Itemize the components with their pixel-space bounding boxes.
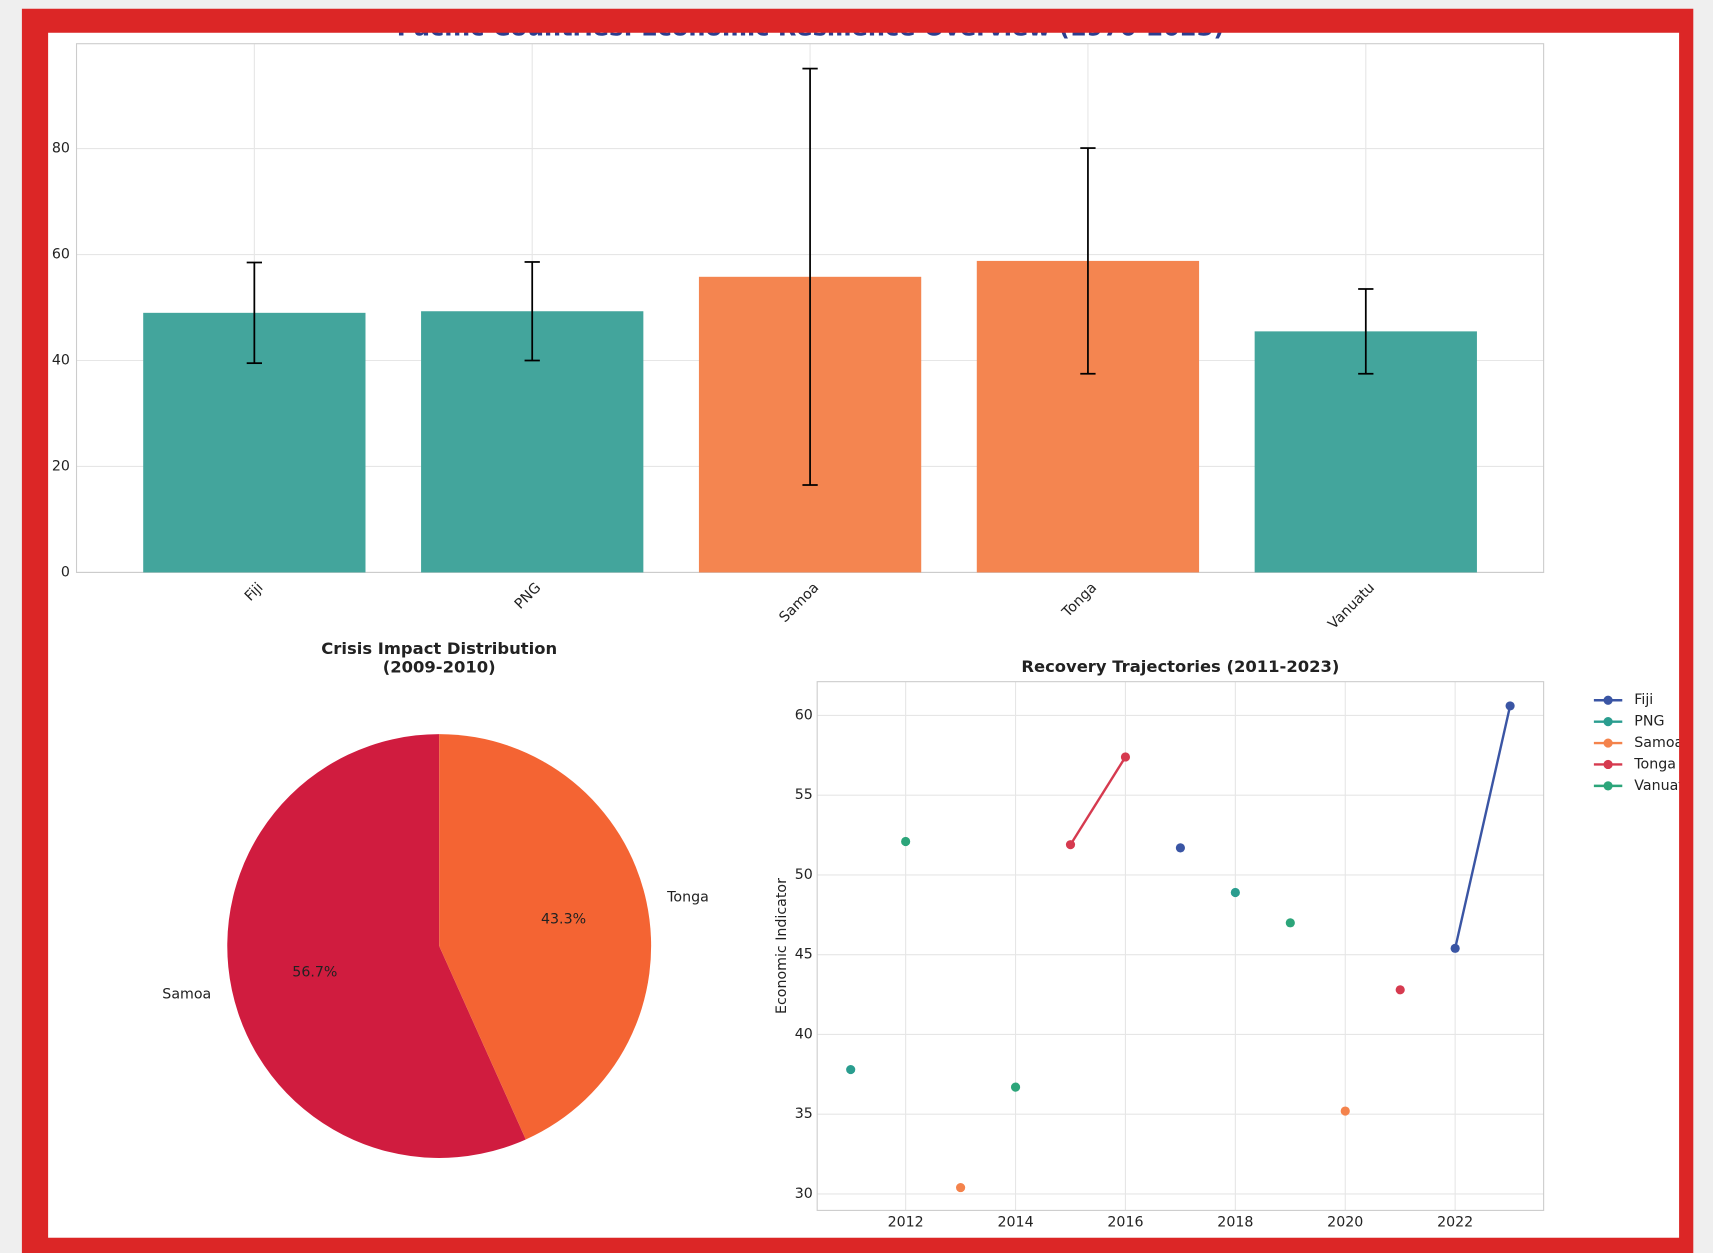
y-tick-label: 20	[52, 458, 70, 474]
x-tick-label: 2014	[997, 1214, 1033, 1230]
x-tick-label: 2016	[1107, 1214, 1143, 1230]
series-point	[1285, 918, 1295, 928]
y-tick-label: 80	[52, 141, 70, 157]
pie-label: Samoa	[162, 987, 211, 1003]
pie-title: Crisis Impact Distribution (2009-2010)	[321, 638, 557, 676]
y-tick-label: 40	[52, 353, 70, 369]
y-tick-label: 35	[795, 1106, 813, 1122]
legend-label: PNG	[1634, 714, 1664, 730]
pie-slice	[439, 734, 652, 1140]
title-line: (2009-2010)	[383, 657, 496, 676]
series-point	[1505, 701, 1515, 711]
legend-label: Vanuatu	[1634, 778, 1693, 794]
series-point	[1120, 752, 1131, 762]
series-point	[901, 836, 911, 847]
y-tick-label: 60	[52, 247, 70, 263]
series-point	[1340, 1106, 1350, 1116]
y-axis-label: Economic Indicator	[774, 878, 790, 1014]
x-tick-label: 2020	[1327, 1214, 1363, 1230]
series-point	[1175, 843, 1185, 853]
pie-slice	[227, 734, 526, 1158]
series-point	[1450, 943, 1460, 953]
y-tick-label: 0	[61, 564, 70, 580]
legend-marker	[1603, 759, 1613, 770]
y-tick-label: 50	[795, 867, 813, 883]
legend-marker	[1603, 781, 1613, 791]
legend-marker	[1603, 738, 1613, 748]
series-point	[846, 1064, 856, 1075]
x-tick-label: 2022	[1437, 1214, 1473, 1230]
y-tick-label: 60	[795, 707, 813, 723]
series-line	[1453, 705, 1512, 949]
series-point	[1395, 985, 1405, 995]
series-point	[1230, 887, 1240, 898]
axes-frame	[816, 681, 1545, 1211]
y-tick-label: 45	[795, 947, 813, 963]
pie-label: Tonga	[666, 889, 709, 905]
series-point	[1010, 1082, 1021, 1092]
y-tick-label: 30	[795, 1186, 813, 1202]
chart-title: Recovery Trajectories (2011-2023)	[1021, 657, 1339, 676]
legend-label: Fiji	[1634, 692, 1653, 708]
pie-value-label: 43.3%	[541, 911, 586, 927]
series-point	[956, 1182, 966, 1193]
title-line: Crisis Impact Distribution	[321, 638, 557, 657]
pie-value-label: 56.7%	[292, 965, 337, 981]
legend-label: Tonga	[1633, 756, 1676, 772]
legend-marker	[1603, 695, 1613, 705]
x-tick-label: 2018	[1217, 1214, 1253, 1230]
series-point	[1065, 840, 1076, 850]
y-tick-label: 40	[795, 1026, 813, 1042]
legend-label: Samoa	[1634, 735, 1683, 751]
y-tick-label: 55	[795, 787, 813, 803]
legend-marker	[1603, 717, 1613, 727]
x-tick-label: 2012	[888, 1214, 924, 1230]
